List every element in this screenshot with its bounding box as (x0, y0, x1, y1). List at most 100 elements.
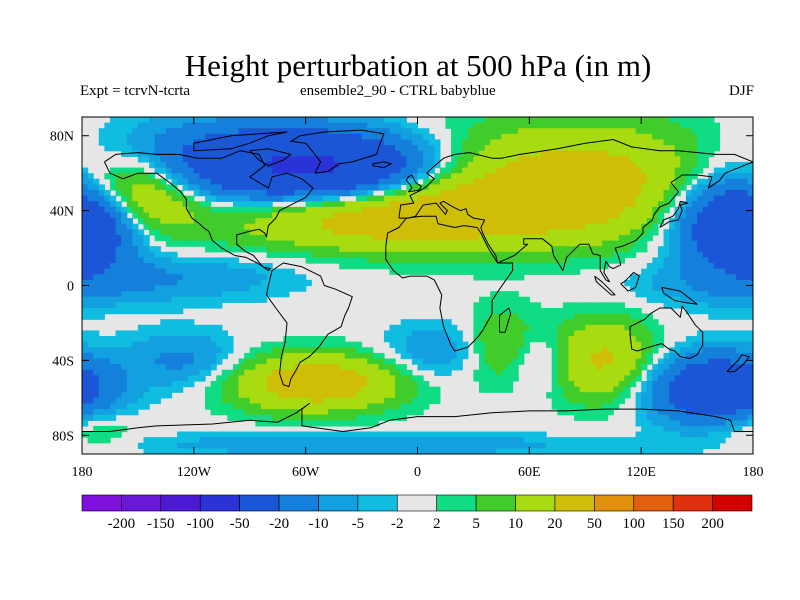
field-cell (624, 392, 631, 399)
field-cell (149, 178, 156, 185)
field-cell (574, 161, 581, 169)
field-cell (434, 190, 441, 197)
field-cell (736, 212, 743, 219)
field-cell (305, 358, 312, 365)
field-cell (149, 291, 156, 298)
field-cell (456, 190, 463, 197)
field-cell (529, 246, 536, 253)
field-cell (506, 234, 514, 242)
field-cell (389, 195, 396, 202)
field-cell (260, 341, 268, 348)
field-cell (288, 167, 296, 174)
field-cell (205, 291, 212, 298)
field-cell (188, 240, 195, 247)
field-cell (132, 150, 139, 157)
field-cell (361, 218, 368, 225)
field-cell (434, 156, 441, 163)
field-cell (747, 178, 753, 185)
field-cell (523, 229, 530, 236)
field-cell (395, 184, 402, 191)
field-cell (205, 133, 212, 141)
field-cell (697, 386, 704, 393)
field-cell (143, 195, 150, 202)
field-cell (406, 347, 413, 354)
field-cell (205, 347, 212, 354)
field-cell (736, 257, 743, 264)
field-cell (629, 128, 637, 135)
field-cell (646, 313, 653, 320)
field-cell (383, 117, 391, 124)
field-cell (557, 257, 564, 264)
field-cell (389, 234, 396, 242)
field-cell (518, 184, 525, 191)
field-cell (171, 133, 178, 141)
field-cell (216, 229, 223, 236)
field-cell (98, 403, 105, 410)
field-cell (277, 392, 284, 399)
field-cell (479, 330, 486, 337)
field-cell (305, 229, 312, 236)
field-cell (680, 167, 687, 174)
field-cell (423, 257, 430, 264)
field-cell (479, 201, 486, 208)
field-cell (154, 352, 161, 360)
field-cell (484, 150, 491, 157)
field-cell (395, 128, 402, 135)
field-cell (523, 201, 530, 208)
field-cell (160, 364, 167, 371)
field-cell (205, 358, 212, 365)
field-cell (160, 206, 167, 214)
field-cell (529, 319, 536, 326)
field-cell (607, 397, 614, 405)
field-cell (316, 218, 324, 225)
field-cell (115, 240, 122, 247)
field-cell (456, 117, 463, 124)
field-cell (445, 246, 452, 253)
field-cell (355, 184, 363, 191)
field-cell (126, 240, 133, 247)
field-cell (652, 218, 659, 225)
field-cell (266, 291, 273, 298)
field-cell (417, 397, 424, 405)
field-cell (87, 229, 94, 236)
field-cell (137, 229, 145, 236)
field-cell (249, 156, 256, 163)
field-cell (501, 302, 508, 309)
field-cell (490, 341, 497, 348)
field-cell (143, 206, 150, 214)
field-cell (629, 319, 637, 326)
field-cell (244, 268, 251, 275)
field-cell (523, 336, 530, 343)
field-cell (501, 319, 508, 326)
field-cell (406, 352, 413, 360)
field-cell (367, 223, 374, 230)
field-cell (719, 274, 726, 281)
field-cell (708, 352, 715, 360)
field-cell (585, 161, 592, 169)
field-cell (518, 161, 525, 169)
field-cell (635, 156, 642, 163)
field-cell (182, 133, 189, 141)
field-cell (484, 145, 491, 152)
field-cell (333, 234, 340, 242)
field-cell (467, 251, 475, 259)
field-cell (635, 392, 642, 399)
field-cell (160, 279, 167, 287)
field-cell (725, 201, 732, 208)
field-cell (355, 240, 363, 247)
field-cell (82, 279, 89, 287)
field-cell (372, 206, 379, 214)
field-cell (551, 145, 558, 152)
field-cell (98, 341, 105, 348)
field-cell (484, 251, 491, 259)
field-cell (417, 352, 424, 360)
field-cell (272, 145, 279, 152)
field-cell (725, 352, 732, 360)
field-cell (467, 150, 475, 157)
field-cell (730, 341, 737, 348)
field-cell (439, 212, 447, 219)
field-cell (266, 386, 273, 393)
field-cell (691, 161, 698, 169)
field-cell (316, 364, 324, 371)
field-cell (205, 386, 212, 393)
